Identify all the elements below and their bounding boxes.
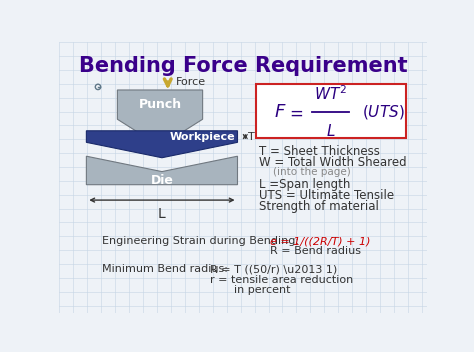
- Text: e = 1/((2R/T) + 1): e = 1/((2R/T) + 1): [270, 236, 371, 246]
- Text: L =Span length: L =Span length: [259, 178, 351, 191]
- Text: L: L: [158, 207, 166, 221]
- Text: Strength of material: Strength of material: [259, 201, 379, 213]
- Text: $L$: $L$: [326, 123, 335, 139]
- Text: Workpiece: Workpiece: [170, 132, 236, 142]
- Text: UTS = Ultimate Tensile: UTS = Ultimate Tensile: [259, 189, 394, 202]
- Text: $(UTS)$: $(UTS)$: [362, 103, 404, 121]
- Text: $F$: $F$: [274, 103, 286, 121]
- Text: R = Bend radius: R = Bend radius: [270, 246, 361, 256]
- Text: T: T: [247, 132, 255, 142]
- Text: Engineering Strain during Bending:: Engineering Strain during Bending:: [102, 236, 299, 246]
- Text: T = Sheet Thickness: T = Sheet Thickness: [259, 145, 380, 158]
- Text: Punch: Punch: [138, 98, 182, 111]
- Text: Minimum Bend radius:: Minimum Bend radius:: [102, 264, 228, 274]
- Text: Force: Force: [175, 77, 206, 87]
- Text: W = Total Width Sheared: W = Total Width Sheared: [259, 156, 407, 169]
- Text: $=$: $=$: [286, 103, 304, 121]
- Text: r = tensile area reduction: r = tensile area reduction: [210, 275, 354, 285]
- Text: Die: Die: [151, 174, 173, 187]
- Text: R = T ((50/r) \u2013 1): R = T ((50/r) \u2013 1): [210, 264, 337, 274]
- Polygon shape: [118, 90, 202, 146]
- Polygon shape: [86, 131, 237, 158]
- Text: (into the page): (into the page): [273, 167, 351, 177]
- FancyBboxPatch shape: [256, 84, 406, 138]
- Text: Bending Force Requirement: Bending Force Requirement: [79, 56, 407, 76]
- Text: $WT^2$: $WT^2$: [314, 84, 347, 103]
- Text: in percent: in percent: [234, 285, 290, 295]
- Polygon shape: [86, 156, 237, 185]
